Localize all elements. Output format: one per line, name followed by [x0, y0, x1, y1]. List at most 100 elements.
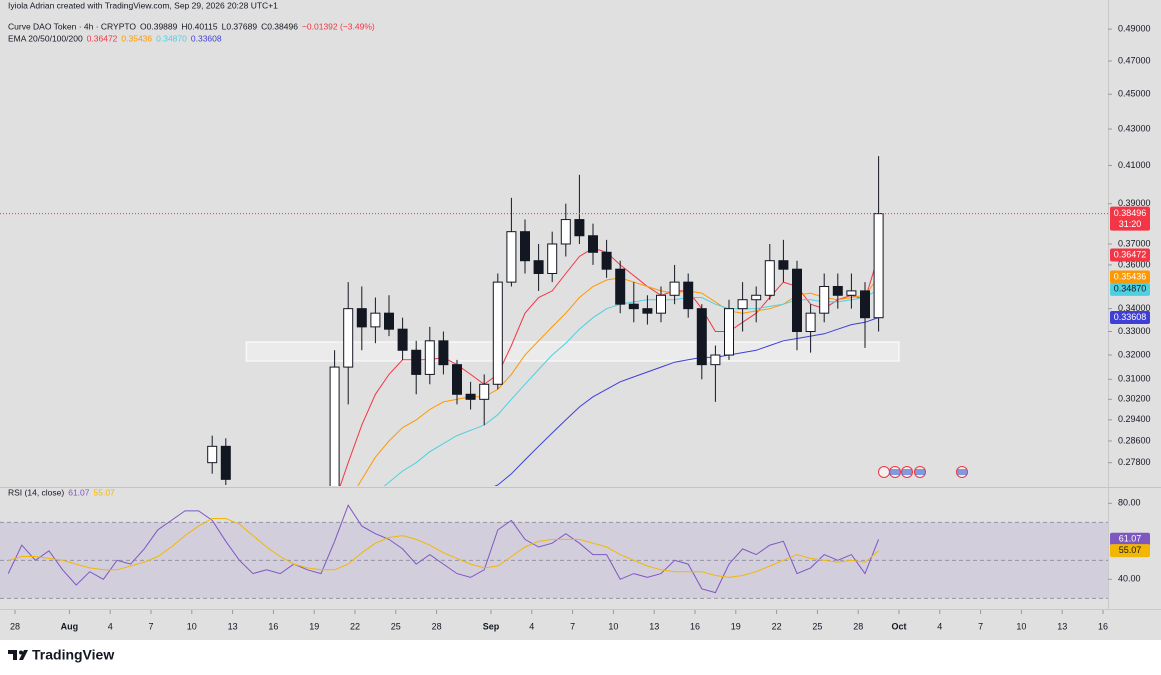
value-badge-label: 0.35436 [1114, 271, 1147, 281]
candle-body [669, 281, 680, 296]
ema-line [494, 317, 879, 486]
candle-body [370, 312, 381, 328]
value-badge [1110, 532, 1150, 546]
candle-body [547, 243, 558, 274]
chart-background [0, 0, 1161, 640]
price-tick-label: 0.29400 [1118, 414, 1151, 424]
rsi-pane [0, 504, 1108, 599]
ohlc-value: H0.40115 [181, 21, 218, 31]
candle-body [438, 340, 449, 366]
candle-body [615, 268, 626, 305]
candle-body [846, 290, 857, 296]
value-badge [1110, 311, 1150, 325]
price-tick-label: 0.43000 [1118, 123, 1151, 133]
price-tick-label: 0.41000 [1118, 160, 1151, 170]
candle-body [411, 349, 422, 375]
candle-body [642, 308, 653, 314]
time-tick-label: 13 [649, 621, 659, 631]
price-tick-label: 0.32000 [1118, 349, 1151, 359]
rsi-tick-label: 80.00 [1118, 498, 1141, 508]
price-tick-label: 0.45000 [1118, 89, 1151, 99]
value-badge-label: 0.33608 [1114, 312, 1147, 322]
time-tick-label: 16 [690, 621, 700, 631]
rsi-legend-value: 55.07 [94, 487, 116, 497]
time-tick-label: 7 [148, 621, 153, 631]
candle-body [560, 219, 571, 245]
price-pane [0, 156, 1108, 486]
ema-legend-value: 0.35436 [121, 33, 152, 43]
candle-body [329, 366, 340, 486]
ema-legend-value: 0.34870 [156, 33, 187, 43]
time-tick-label: 4 [108, 621, 113, 631]
candle-body [574, 219, 585, 237]
value-badge [1110, 248, 1150, 262]
candle-body [683, 281, 694, 310]
candle-body [873, 213, 884, 319]
price-tick-label: 0.34000 [1118, 303, 1151, 313]
time-tick-label: 7 [570, 621, 575, 631]
time-tick-label: 19 [309, 621, 319, 631]
time-tick-label: 16 [268, 621, 278, 631]
value-badge [1110, 270, 1150, 284]
price-tick-label: 0.31000 [1118, 374, 1151, 384]
value-badge-label: 55.07 [1119, 545, 1142, 555]
ohlc-value: O0.39889 [140, 21, 178, 31]
time-tick-label: 22 [772, 621, 782, 631]
ema-line [383, 288, 879, 486]
value-badge-label: 0.36472 [1114, 249, 1147, 259]
candle-body [520, 231, 530, 262]
value-badge-label: 61.07 [1119, 534, 1142, 544]
support-zone [245, 341, 900, 362]
candle-body [737, 299, 748, 310]
candle-body [628, 303, 639, 310]
candle-body [764, 260, 775, 296]
candle-body [792, 268, 802, 332]
time-tick-label: 4 [529, 621, 534, 631]
time-tick-label: 28 [432, 621, 442, 631]
countdown-label: 31:20 [1119, 219, 1142, 229]
time-tick-label: 13 [1057, 621, 1067, 631]
candle-body [710, 354, 721, 366]
candle-body [588, 235, 598, 253]
ohlc-value: −0.01392 (−3.49%) [302, 21, 375, 31]
ohlc-value: L0.37689 [222, 21, 258, 31]
ema-legend-title: EMA 20/50/100/200 [8, 33, 83, 43]
time-tick-label: 28 [853, 621, 863, 631]
candle-body [492, 281, 503, 385]
time-tick-label: 4 [937, 621, 942, 631]
rsi-line [7, 504, 880, 594]
rsi-legend-value: 61.07 [68, 487, 90, 497]
ema-line [357, 276, 880, 486]
time-tick-label: 19 [731, 621, 741, 631]
time-tick-label: Oct [891, 621, 906, 631]
price-tick-label: 0.28600 [1118, 435, 1151, 445]
candle-body [696, 308, 707, 366]
time-tick-label: 22 [350, 621, 360, 631]
price-tick-label: 0.30200 [1118, 394, 1151, 404]
price-tick-label: 0.49000 [1118, 23, 1151, 33]
candle-body [751, 294, 762, 301]
price-tick-label: 0.27800 [1118, 457, 1151, 467]
time-tick-label: 10 [187, 621, 197, 631]
candle-body [506, 231, 517, 283]
candle-body [601, 251, 612, 270]
ema-legend-value: 0.33608 [191, 33, 222, 43]
time-tick-label: 28 [10, 621, 20, 631]
time-tick-label: 7 [978, 621, 983, 631]
candle-body [384, 312, 394, 330]
candle-body [207, 445, 218, 464]
candle-body [452, 364, 462, 395]
value-badge [1110, 544, 1150, 558]
candle-body [479, 383, 490, 400]
footer-brand: TradingView [32, 647, 114, 663]
candle-body [819, 285, 830, 314]
time-tick-label: 16 [1098, 621, 1108, 631]
candle-body [356, 308, 367, 328]
watermark: Iyiola Adrian created with TradingView.c… [8, 0, 278, 10]
time-tick-label: Sep [483, 621, 500, 631]
time-tick-label: 25 [812, 621, 822, 631]
value-badge-label: 0.34870 [1114, 284, 1147, 294]
price-tick-label: 0.36000 [1118, 259, 1151, 269]
candle-body [220, 445, 231, 480]
candle-body [778, 260, 789, 270]
